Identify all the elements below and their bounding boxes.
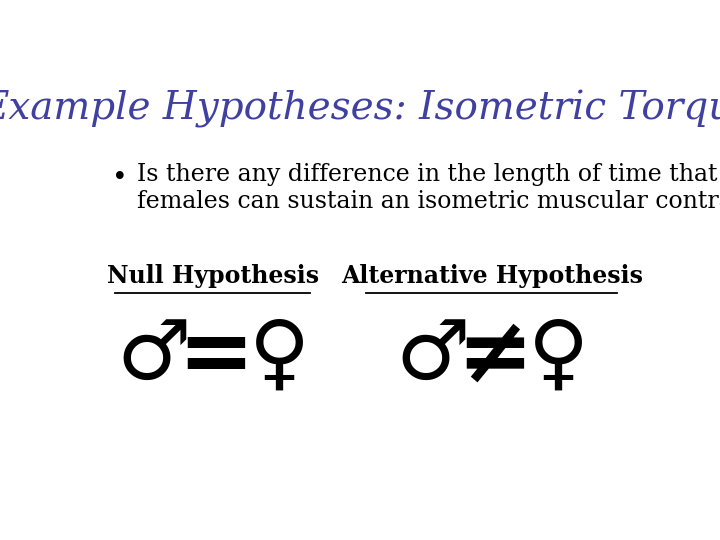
Text: females can sustain an isometric muscular contraction?: females can sustain an isometric muscula… (138, 190, 720, 213)
Text: Alternative Hypothesis: Alternative Hypothesis (341, 265, 643, 288)
Text: Example Hypotheses: Isometric Torque: Example Hypotheses: Isometric Torque (0, 90, 720, 128)
Text: ♂: ♂ (117, 315, 192, 396)
Text: ♀: ♀ (249, 315, 310, 396)
Text: Null Hypothesis: Null Hypothesis (107, 265, 319, 288)
Text: •: • (112, 165, 128, 191)
Text: ≠: ≠ (456, 311, 533, 401)
Text: =: = (177, 311, 254, 401)
Text: ♀: ♀ (528, 315, 589, 396)
Text: ♂: ♂ (396, 315, 471, 396)
Text: Is there any difference in the length of time that males and: Is there any difference in the length of… (138, 163, 720, 186)
